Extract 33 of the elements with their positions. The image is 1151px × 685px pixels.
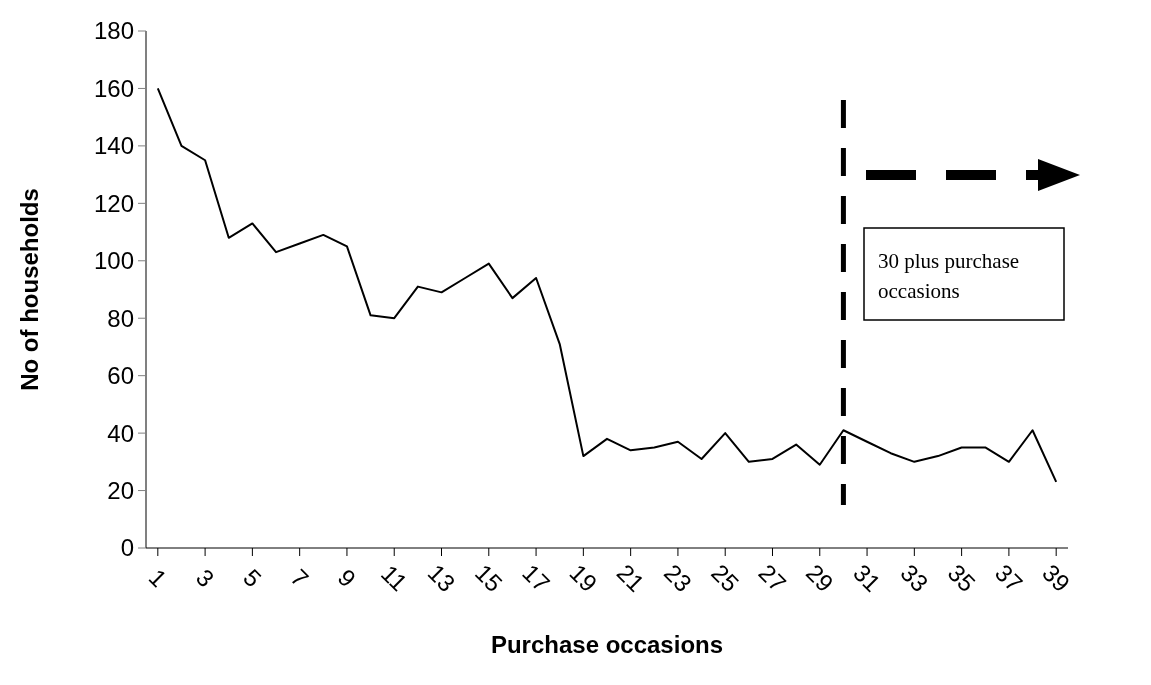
y-tick-label: 20 [107, 476, 134, 504]
y-tick-label: 40 [107, 419, 134, 447]
x-tick-label: 17 [517, 558, 556, 597]
x-tick-label: 15 [469, 558, 508, 597]
x-tick-label: 1 [143, 563, 173, 593]
x-tick-label: 11 [375, 559, 413, 597]
x-tick-label: 21 [611, 558, 650, 597]
x-tick-label: 3 [190, 563, 220, 593]
x-tick-label: 25 [706, 558, 745, 597]
x-tick-label: 27 [753, 558, 792, 597]
x-tick-label: 13 [422, 558, 461, 597]
x-tick-label: 35 [942, 558, 981, 597]
x-axis-title: Purchase occasions [490, 631, 724, 658]
x-tick-label: 37 [989, 558, 1028, 597]
x-tick-label: 31 [848, 558, 887, 597]
x-tick-label: 7 [285, 563, 315, 593]
y-tick-label: 140 [93, 132, 134, 160]
y-tick-label: 100 [93, 247, 134, 275]
y-tick-label: 60 [107, 362, 134, 390]
y-tick-label: 120 [93, 189, 134, 217]
x-tick-label: 23 [659, 558, 697, 597]
x-tick-label: 33 [895, 558, 934, 597]
y-tick-label: 180 [93, 17, 134, 45]
y-axis-title: No of households [16, 188, 43, 391]
x-tick-label: 39 [1037, 558, 1076, 597]
y-tick-label: 0 [120, 534, 134, 562]
y-tick-label: 160 [93, 74, 134, 102]
x-tick-label: 19 [564, 558, 603, 597]
annotation: 30 plus purchase occasions [878, 249, 1020, 303]
x-tick-label: 5 [238, 563, 267, 593]
x-tick-label: 29 [800, 558, 839, 597]
y-tick-label: 80 [107, 304, 134, 332]
x-tick-label: 9 [332, 563, 362, 593]
